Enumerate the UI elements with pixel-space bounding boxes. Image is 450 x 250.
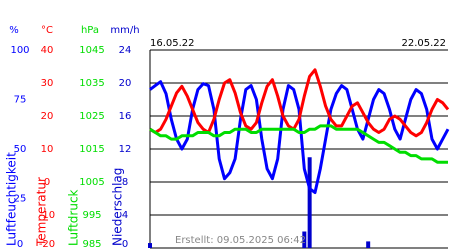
y-tick-label: 25 bbox=[14, 194, 27, 205]
y-tick-label: 24 bbox=[119, 45, 132, 56]
precip-bar bbox=[366, 241, 371, 248]
y-tick-label: 1045 bbox=[79, 45, 104, 56]
series-line bbox=[149, 68, 450, 138]
annotation: Erstellt: 09.05.2025 06:42 bbox=[175, 235, 306, 246]
y-tick-label: 30 bbox=[41, 78, 54, 89]
axis-unit: mm/h bbox=[110, 25, 139, 36]
y-tick-label: 20 bbox=[41, 111, 54, 122]
y-tick-label: 4 bbox=[122, 210, 128, 221]
y-tick-label: 985 bbox=[82, 239, 101, 250]
y-tick-label: 16 bbox=[119, 111, 132, 122]
axis-label: Luftfeuchtigkeit bbox=[5, 152, 19, 246]
y-tick-label: -10 bbox=[39, 210, 55, 221]
y-tick-label: 0 bbox=[17, 239, 23, 250]
axis-unit: % bbox=[9, 25, 19, 36]
y-tick-label: 1015 bbox=[79, 144, 104, 155]
y-tick-label: -20 bbox=[39, 239, 55, 250]
axis-unit: °C bbox=[41, 25, 53, 36]
axis-label: Temperatur bbox=[35, 177, 49, 247]
precip-bar bbox=[302, 231, 307, 248]
date-label: 16.05.22 bbox=[150, 38, 195, 49]
y-tick-label: 0 bbox=[44, 177, 50, 188]
date-label: 22.05.22 bbox=[401, 38, 446, 49]
y-tick-label: 20 bbox=[119, 78, 132, 89]
axis-unit: hPa bbox=[81, 25, 99, 36]
y-tick-label: 995 bbox=[82, 210, 101, 221]
y-tick-label: 10 bbox=[41, 144, 54, 155]
series-line bbox=[149, 80, 450, 195]
axis-label: Niederschlag bbox=[111, 168, 125, 246]
y-tick-label: 1025 bbox=[79, 111, 104, 122]
precip-bar bbox=[148, 243, 152, 248]
y-tick-label: 12 bbox=[119, 144, 132, 155]
axis-label: Luftdruck bbox=[67, 189, 81, 246]
y-tick-label: 1005 bbox=[79, 177, 104, 188]
y-tick-label: 75 bbox=[14, 95, 27, 106]
precip-bar bbox=[307, 157, 312, 248]
y-tick-label: 8 bbox=[122, 177, 128, 188]
y-tick-label: 40 bbox=[41, 45, 54, 56]
y-tick-label: 1035 bbox=[79, 78, 104, 89]
y-tick-label: 100 bbox=[10, 45, 29, 56]
y-tick-label: 50 bbox=[14, 144, 27, 155]
y-tick-label: 0 bbox=[122, 239, 128, 250]
series-line bbox=[149, 124, 448, 164]
